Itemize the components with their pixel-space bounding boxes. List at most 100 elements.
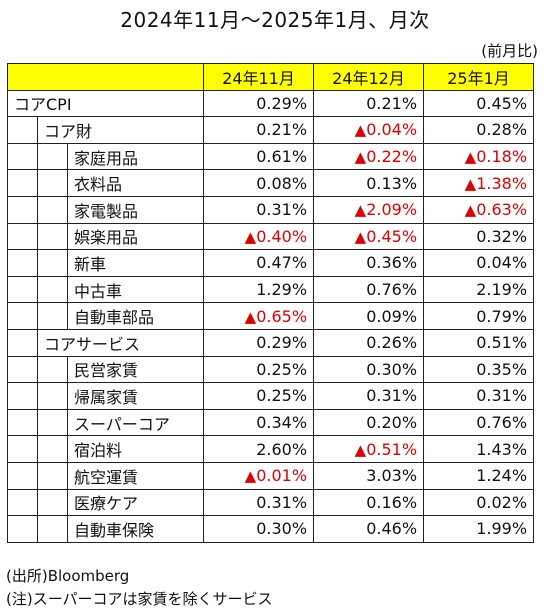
indent-cell: [7, 249, 38, 277]
negative-triangle-icon: ▲: [464, 201, 477, 220]
value-cell: 0.31%: [313, 382, 425, 410]
value-cell: 0.51%: [423, 328, 535, 357]
row-label: 帰属家賃: [66, 382, 205, 410]
indent-cell: [7, 195, 38, 224]
value-cell: 0.47%: [203, 249, 315, 277]
table-row: 宿泊料 2.60% ▲0.51% 1.43%: [7, 435, 535, 463]
table-row: 医療ケア 0.31% 0.16% 0.02%: [7, 488, 535, 517]
value-cell: 0.08%: [203, 169, 315, 197]
value-cell: 0.46%: [313, 515, 425, 543]
negative-triangle-icon: ▲: [354, 121, 367, 140]
value-cell: 0.25%: [203, 382, 315, 410]
value-text: 0.45%: [366, 226, 418, 246]
negative-triangle-icon: ▲: [354, 440, 367, 459]
value-cell: 0.61%: [203, 142, 315, 171]
value-text: 0.02%: [476, 492, 528, 512]
value-text: 0.28%: [476, 120, 528, 140]
value-text: 0.76%: [366, 280, 418, 300]
value-text: 0.46%: [366, 519, 418, 539]
indent-cell: [7, 222, 38, 251]
value-cell: 0.21%: [203, 116, 315, 144]
value-cell: 1.29%: [203, 275, 315, 304]
value-text: 1.24%: [476, 466, 528, 486]
value-text: 0.13%: [366, 173, 418, 193]
value-cell: ▲0.63%: [423, 195, 535, 224]
value-cell: ▲2.09%: [313, 195, 425, 224]
value-cell: ▲0.01%: [203, 461, 315, 490]
value-cell: 0.79%: [423, 302, 535, 330]
value-cell: 2.19%: [423, 275, 535, 304]
value-text: 0.76%: [476, 413, 528, 433]
value-text: 0.31%: [476, 386, 528, 406]
table-row: スーパーコア 0.34% 0.20% 0.76%: [7, 408, 535, 437]
value-text: 0.04%: [476, 253, 528, 273]
indent-cell: [37, 515, 68, 543]
row-label: 自動車保険: [66, 515, 205, 543]
table-row: 衣料品 0.08% 0.13% ▲1.38%: [7, 169, 535, 197]
table-row: 帰属家賃 0.25% 0.31% 0.31%: [7, 382, 535, 410]
indent-cell: [7, 382, 38, 410]
value-text: 0.16%: [366, 492, 418, 512]
value-cell: 0.09%: [313, 302, 425, 330]
source-note: (出所)Bloomberg: [6, 567, 130, 585]
value-cell: 0.20%: [313, 408, 425, 437]
row-label: 家庭用品: [66, 142, 205, 171]
indent-cell: [7, 408, 38, 437]
value-cell: 3.03%: [313, 461, 425, 490]
value-text: 0.21%: [256, 120, 308, 140]
value-text: 0.36%: [366, 253, 418, 273]
negative-triangle-icon: ▲: [244, 227, 257, 246]
indent-cell: [7, 355, 38, 384]
value-text: 0.20%: [366, 413, 418, 433]
value-cell: ▲0.51%: [313, 435, 425, 463]
table-row: 家庭用品 0.61% ▲0.22% ▲0.18%: [7, 142, 535, 171]
value-cell: 0.35%: [423, 355, 535, 384]
value-cell: 2.60%: [203, 435, 315, 463]
indent-cell: [7, 169, 38, 197]
value-text: 0.31%: [256, 492, 308, 512]
value-text: 0.21%: [366, 93, 418, 113]
value-cell: 0.30%: [313, 355, 425, 384]
unit-label: (前月比): [481, 42, 538, 60]
value-text: 0.63%: [476, 200, 528, 220]
value-cell: ▲0.45%: [313, 222, 425, 251]
value-cell: 1.24%: [423, 461, 535, 490]
indent-cell: [7, 328, 38, 357]
row-label: 中古車: [66, 275, 205, 304]
value-cell: 0.26%: [313, 328, 425, 357]
row-label: 新車: [66, 249, 205, 277]
value-cell: ▲0.04%: [313, 116, 425, 144]
negative-triangle-icon: ▲: [464, 148, 477, 167]
value-text: 0.30%: [366, 359, 418, 379]
value-cell: 0.45%: [423, 89, 535, 118]
value-text: 0.26%: [366, 333, 418, 353]
value-text: 0.25%: [256, 359, 308, 379]
column-header: 24年11月: [203, 63, 315, 91]
value-text: 0.65%: [256, 306, 308, 326]
row-label: 衣料品: [66, 169, 205, 197]
value-text: 0.29%: [256, 333, 308, 353]
value-text: 0.45%: [476, 93, 528, 113]
value-text: 0.29%: [256, 93, 308, 113]
negative-triangle-icon: ▲: [244, 467, 257, 486]
value-text: 1.43%: [476, 439, 528, 459]
value-cell: 1.99%: [423, 515, 535, 543]
indent-cell: [37, 249, 68, 277]
value-cell: ▲1.38%: [423, 169, 535, 197]
value-cell: 0.76%: [423, 408, 535, 437]
value-cell: ▲0.18%: [423, 142, 535, 171]
value-text: 0.32%: [476, 226, 528, 246]
value-cell: 0.29%: [203, 328, 315, 357]
indent-cell: [37, 222, 68, 251]
row-label: 娯楽用品: [66, 222, 205, 251]
value-text: 0.51%: [476, 333, 528, 353]
value-text: 0.04%: [366, 120, 418, 140]
value-cell: 0.76%: [313, 275, 425, 304]
value-text: 2.09%: [366, 200, 418, 220]
value-text: 0.30%: [256, 519, 308, 539]
page-title: 2024年11月～2025年1月、月次: [120, 8, 430, 32]
negative-triangle-icon: ▲: [354, 201, 367, 220]
value-text: 1.38%: [476, 173, 528, 193]
row-label: コア財: [36, 116, 205, 144]
value-text: 3.03%: [366, 466, 418, 486]
